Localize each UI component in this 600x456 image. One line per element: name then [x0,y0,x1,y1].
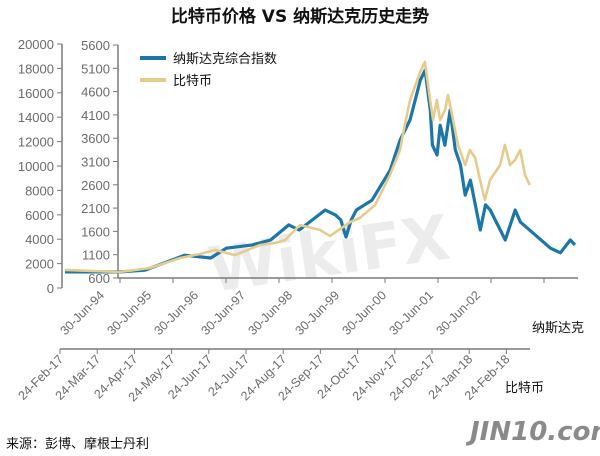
nasdaq-x-tick-label: 30-Jun-00 [339,288,389,338]
bitcoin-y-tick-label: 2000 [25,257,54,272]
nasdaq-y-tick-label: 1100 [82,248,110,263]
bitcoin-y-tick-label: 0 [47,281,54,296]
nasdaq-y-tick-label: 4100 [81,108,110,123]
bitcoin-y-tick-label: 16000 [18,86,54,101]
source-note: 来源：彭博、摩根士丹利 [6,436,149,452]
bitcoin-y-tick-label: 8000 [25,183,54,198]
nasdaq-x-tick-label: 30-Jun-99 [292,288,342,338]
nasdaq-x-tick-label: 30-Jun-02 [433,288,483,338]
bitcoin-y-tick-label: 6000 [25,208,54,223]
nasdaq-y-tick-label: 4600 [81,85,110,100]
legend: 纳斯达克综合指数 比特币 [140,52,277,89]
nasdaq-y-tick-label: 2100 [81,201,110,216]
bitcoin-y-tick-label: 20000 [18,37,54,52]
nasdaq-y-tick-label: 3100 [81,155,110,170]
nasdaq-x-tick-label: 30-Jun-95 [104,288,154,338]
series-line-bitcoin [64,60,531,274]
logo-text: JIN10.com [465,417,600,447]
nasdaq-y-tick-label: 5600 [81,38,110,53]
bitcoin-y-tick-label: 18000 [18,61,54,76]
bitcoin-y-tick-label: 14000 [18,110,54,125]
jin10-logo: JIN10.com [465,417,600,447]
nasdaq-y-tick-label: 2600 [81,178,110,193]
nasdaq-y-tick-label: 5100 [81,61,110,76]
legend-label-bitcoin: 比特币 [173,74,212,89]
nasdaq-x-tick-label: 30-Jun-94 [57,288,107,338]
chart-title: 比特币价格 VS 纳斯达克历史走势 [171,6,429,27]
nasdaq-y-tick-label: 1600 [81,224,110,239]
nasdaq-x-tick-label: 30-Jun-01 [386,288,436,338]
bitcoin-y-tick-label: 10000 [18,159,54,174]
nasdaq-x-tick-label: 30-Jun-96 [151,288,201,338]
nasdaq-y-tick-label: 600 [88,271,110,286]
bitcoin-y-tick-label: 12000 [18,135,54,150]
bitcoin-y-tick-label: 4000 [25,232,54,247]
nasdaq-x-axis-label: 纳斯达克 [532,321,584,336]
nasdaq-y-tick-label: 3600 [81,131,110,146]
bitcoin-x-axis-label: 比特币 [505,381,544,396]
legend-label-nasdaq: 纳斯达克综合指数 [173,52,277,67]
